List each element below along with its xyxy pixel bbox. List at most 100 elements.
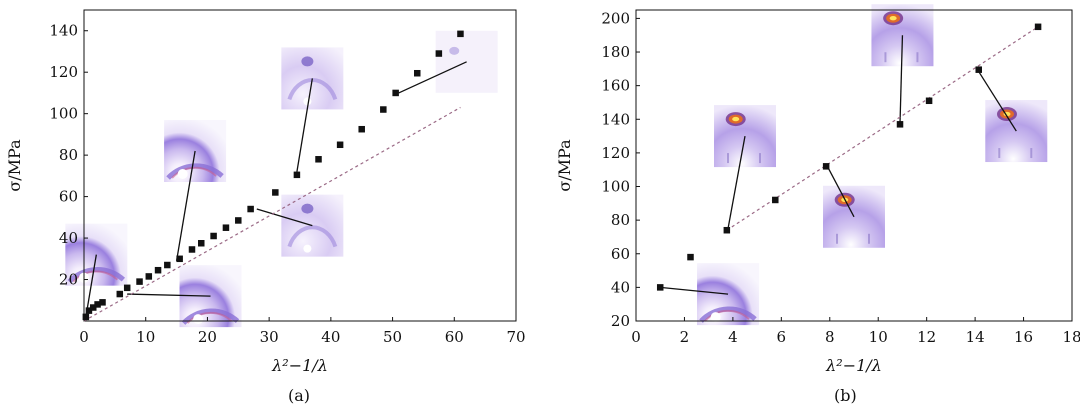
data-point-b-9 [1034,23,1042,31]
y-tick-label-b-9: 200 [601,9,630,27]
data-point-a-6 [116,290,124,298]
y-axis-label-a: σ/MPa [5,139,24,192]
y-tick-label-a-5: 120 [49,63,78,81]
x-tick-label-b-2: 4 [728,328,738,346]
data-point-a-22 [336,141,344,149]
y-tick-label-b-8: 180 [601,43,630,61]
saxs-pattern-ring-a-3-ring [181,308,240,325]
data-point-b-8 [975,66,982,73]
data-point-a-12 [176,255,183,263]
data-point-a-13 [188,246,196,253]
x-tick-label-a-2: 20 [198,328,217,346]
y-tick-label-a-6: 140 [49,22,78,40]
y-tick-label-a-0: 20 [59,271,78,289]
x-tick-label-a-0: 0 [79,328,89,346]
x-axis-label-b: λ²−1/λ [825,356,882,375]
data-point-a-8 [136,278,143,285]
data-point-b-7 [925,97,933,105]
y-tick-label-b-6: 140 [601,110,630,128]
saxs-pattern-ring-a-1-ring-inner [72,270,119,283]
caption-a: (a) [288,386,311,405]
plot-frame-a [83,9,517,322]
data-point-a-17 [235,217,242,224]
inset-leader-b-5 [976,69,1017,132]
saxs-pattern-spot-a-4-arc [287,225,338,248]
y-axis-label-b: σ/MPa [555,139,574,192]
x-tick-label-a-6: 60 [445,328,464,346]
inset-leader-a-2 [175,150,196,261]
data-point-b-5 [822,163,830,170]
saxs-pattern-ring-b-1-ring-inner [704,309,750,322]
x-tick-label-b-0: 0 [631,328,641,346]
y-tick-label-b-2: 60 [611,245,630,263]
data-point-a-15 [210,232,217,240]
data-point-a-16 [222,224,230,231]
chart-b: 0 2 4 6 8 10 12 14 16 18 20 40 60 80 100 120 140 160 180 20… [555,4,1080,375]
data-point-b-6 [896,121,904,128]
saxs-pattern-ring-a-2-beamstop [177,168,188,179]
data-point-a-5 [99,299,106,306]
x-tick-label-b-1: 2 [680,328,690,346]
data-point-b-3 [723,226,731,234]
y-tick-label-b-1: 40 [611,278,630,296]
data-point-a-20 [293,171,301,179]
x-axis-label-a: λ²−1/λ [271,356,328,375]
y-tick-label-b-7: 160 [601,77,630,95]
saxs-pattern-spot-a-5-beamstop [303,97,312,106]
y-tick-label-a-4: 100 [49,105,78,123]
inset-leader-a-6 [398,61,467,94]
y-tick-label-a-1: 40 [59,229,78,247]
data-point-b-2 [687,253,694,261]
x-tick-label-b-4: 8 [825,328,835,346]
y-tick-label-b-5: 120 [601,144,630,162]
x-tick-label-b-9: 18 [1062,328,1080,346]
data-point-a-25 [392,89,399,97]
x-tick-label-b-6: 12 [917,328,936,346]
saxs-pattern-ring-a-3-ring-inner [186,311,233,324]
plot-frame-b [635,9,1073,322]
data-point-b-4 [772,196,779,204]
y-tick-label-b-3: 80 [611,211,630,229]
inset-leader-b-4 [899,35,904,123]
inset-leader-b-3 [826,166,855,218]
x-tick-label-a-7: 70 [506,328,525,346]
inset-leader-a-3 [127,293,211,297]
data-point-a-9 [145,273,153,280]
inset-leader-a-1 [85,254,97,317]
saxs-pattern-hot-b-4-peak-core [889,16,897,21]
data-point-a-24 [380,106,387,113]
data-point-a-2 [85,307,93,314]
data-point-a-1 [82,313,90,321]
saxs-pattern-spot-a-4-peak [301,203,314,214]
saxs-pattern-ring-a-2-ring [166,163,224,180]
saxs-pattern-hot-b-5 [985,100,1048,163]
data-point-a-4 [94,301,101,308]
inset-leader-b-2 [727,135,746,229]
caption-b: (b) [834,386,857,405]
x-tick-label-a-1: 10 [136,328,155,346]
data-point-a-27 [435,50,443,57]
data-point-a-23 [358,125,365,133]
inset-leader-a-4 [256,208,313,227]
fit-line-b [726,26,1039,231]
chart-a: 0 10 20 30 40 50 60 70 20 40 60 80 100 120 140 λ²−1/λ σ/… [5,9,526,375]
saxs-pattern-ring-a-2-ring-inner [171,166,217,179]
saxs-pattern-ring-a-3-beamstop [193,314,204,325]
saxs-pattern-hot-b-2-peak-core [732,116,740,122]
x-tick-label-a-4: 40 [321,328,340,346]
x-tick-label-b-5: 10 [869,328,888,346]
data-point-a-14 [198,240,205,247]
data-point-a-26 [414,69,421,77]
y-tick-label-b-4: 100 [601,178,630,196]
data-point-a-3 [90,304,97,311]
inset-leader-a-5 [296,78,313,172]
data-point-a-7 [123,284,131,292]
data-point-a-28 [457,30,464,38]
y-tick-label-a-2: 60 [59,188,78,206]
saxs-pattern-spot-a-4-beamstop [303,244,312,253]
inset-leader-b-1 [660,286,729,295]
data-point-a-11 [164,261,171,269]
data-point-a-18 [247,205,254,213]
saxs-pattern-ring-b-1-ring [699,306,757,323]
